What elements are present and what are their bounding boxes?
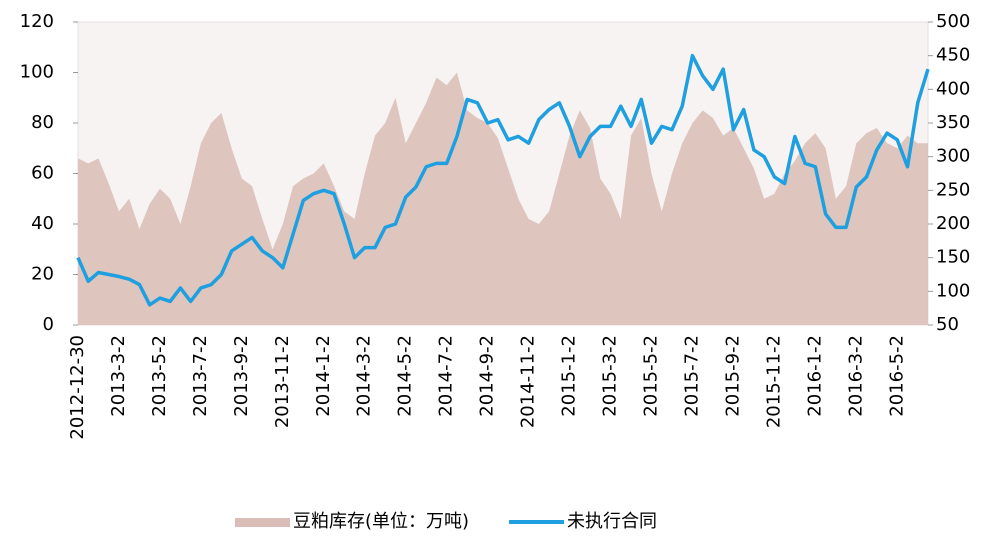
x-tick-label: 2015-1-2: [559, 335, 580, 417]
y-tick-label: 80: [31, 112, 54, 133]
x-tick-label: 2014-9-2: [477, 335, 498, 417]
x-tick-label: 2016-5-2: [886, 335, 907, 417]
x-tick-label: 2015-3-2: [600, 335, 621, 417]
y2-tick-label: 450: [936, 45, 970, 66]
x-tick-label: 2014-5-2: [395, 335, 416, 417]
x-tick-label: 2013-9-2: [231, 335, 252, 417]
x-tick-label: 2015-11-2: [763, 335, 784, 428]
x-tick-label: 2014-11-2: [518, 335, 539, 428]
y2-tick-label: 500: [936, 11, 970, 32]
x-tick-label: 2012-12-30: [67, 335, 88, 440]
legend-label: 豆粕库存(单位：万吨): [293, 511, 469, 532]
y-tick-label: 60: [31, 163, 54, 184]
y2-tick-label: 350: [936, 112, 970, 133]
y2-tick-label: 50: [936, 314, 959, 335]
y2-tick-label: 100: [936, 280, 970, 301]
y-tick-label: 40: [31, 213, 54, 234]
x-tick-label: 2016-1-2: [804, 335, 825, 417]
x-tick-label: 2013-5-2: [149, 335, 170, 417]
x-tick-label: 2015-9-2: [722, 335, 743, 417]
y2-tick-label: 200: [936, 213, 970, 234]
y-tick-label: 100: [20, 62, 54, 83]
x-tick-label: 2013-7-2: [190, 335, 211, 417]
x-tick-label: 2013-3-2: [108, 335, 129, 417]
x-tick-label: 2014-3-2: [354, 335, 375, 417]
x-tick-label: 2014-7-2: [436, 335, 457, 417]
y-tick-label: 0: [43, 314, 54, 335]
x-tick-label: 2015-7-2: [681, 335, 702, 417]
area: [78, 72, 928, 325]
y-tick-label: 20: [31, 264, 54, 285]
legend-swatch: [235, 518, 290, 527]
x-tick-label: 2016-3-2: [845, 335, 866, 417]
x-tick-label: 2014-1-2: [313, 335, 334, 417]
y2-tick-label: 300: [936, 146, 970, 167]
y2-tick-label: 150: [936, 247, 970, 268]
y-tick-label: 120: [20, 11, 54, 32]
line: [76, 53, 930, 307]
x-tick-label: 2013-11-2: [272, 335, 293, 428]
y2-tick-label: 400: [936, 78, 970, 99]
legend-label: 未执行合同: [567, 511, 657, 532]
x-tick-label: 2015-5-2: [640, 335, 661, 417]
y2-tick-label: 250: [936, 179, 970, 200]
